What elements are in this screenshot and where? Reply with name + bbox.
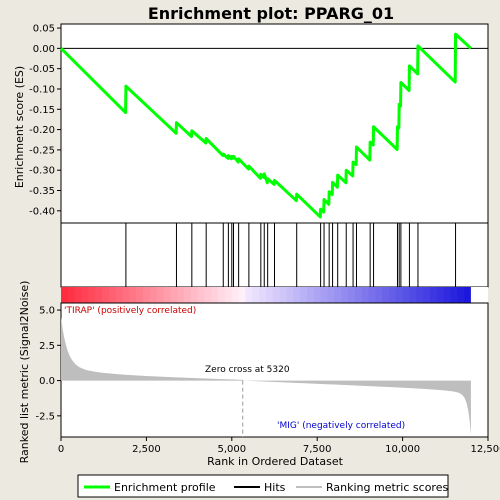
es-y-tick-label: 0.05 [33, 24, 55, 35]
metric-y-tick-label: -2.5 [35, 411, 55, 422]
x-tick-label: 5,000 [217, 444, 246, 455]
metric-y-axis-label: Ranked list metric (Signal2Noise) [18, 281, 31, 464]
x-tick-label: 12,500 [471, 444, 500, 455]
es-y-tick-label: -0.10 [29, 84, 55, 95]
zero-cross-label: Zero cross at 5320 [205, 365, 290, 375]
es-y-tick-label: -0.20 [29, 125, 55, 136]
ranking-color-bar [61, 287, 488, 303]
x-tick-label: 10,000 [385, 444, 420, 455]
es-y-tick-label: 0.00 [33, 44, 55, 55]
legend-hits-label: Hits [264, 481, 286, 494]
es-y-axis-label: Enrichment score (ES) [13, 66, 26, 188]
legend-enrichment-label: Enrichment profile [114, 481, 216, 494]
x-tick-label: 7,500 [303, 444, 332, 455]
es-y-tick-label: -0.40 [29, 206, 55, 217]
enrichment-profile-line [59, 32, 472, 219]
es-y-tick-label: -0.05 [29, 64, 55, 75]
es-y-tick-label: -0.25 [29, 145, 55, 156]
legend-metric-label: Ranking metric scores [326, 481, 448, 494]
metric-y-tick-label: 0.0 [39, 376, 55, 387]
legend: Enrichment profile Hits Ranking metric s… [77, 474, 449, 498]
x-tick-label: 0 [58, 444, 64, 455]
x-tick-label: 2,500 [132, 444, 161, 455]
positive-correlation-label: 'TIRAP' (positively correlated) [64, 306, 196, 316]
es-y-tick-label: -0.30 [29, 166, 55, 177]
es-panel [60, 23, 489, 224]
negative-correlation-label: 'MIG' (negatively correlated) [277, 421, 405, 431]
es-y-tick-label: -0.35 [29, 186, 55, 197]
ranking-metric-area [61, 317, 471, 435]
x-axis-label: Rank in Ordered Dataset [207, 455, 344, 468]
chart-title: Enrichment plot: PPARG_01 [148, 4, 394, 23]
es-y-tick-label: -0.15 [29, 105, 55, 116]
metric-y-tick-label: 5.0 [39, 306, 55, 317]
metric-y-tick-label: 2.5 [39, 341, 55, 352]
